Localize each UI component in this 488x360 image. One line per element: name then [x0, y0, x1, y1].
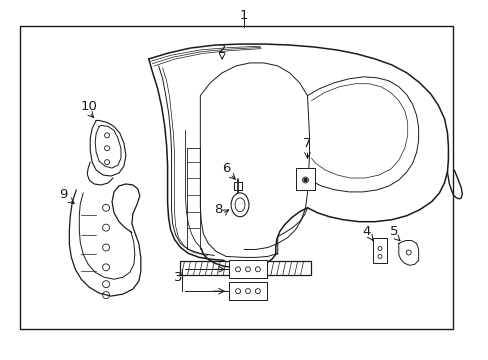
Bar	[229, 260, 266, 278]
Text: 2: 2	[218, 42, 226, 55]
Text: 5: 5	[389, 225, 397, 238]
Text: 6: 6	[222, 162, 230, 175]
Text: 8: 8	[214, 203, 222, 216]
Bar	[20, 26, 452, 329]
Text: 4: 4	[362, 225, 370, 238]
Bar	[295, 168, 315, 190]
Ellipse shape	[235, 198, 244, 212]
Text: 1: 1	[239, 9, 248, 22]
Text: 3: 3	[174, 271, 183, 284]
Bar	[372, 238, 386, 264]
Ellipse shape	[231, 193, 248, 217]
Bar	[229, 282, 266, 300]
Text: 7: 7	[303, 137, 311, 150]
Circle shape	[304, 179, 306, 181]
Text: 9: 9	[59, 188, 67, 201]
Text: 10: 10	[81, 100, 98, 113]
